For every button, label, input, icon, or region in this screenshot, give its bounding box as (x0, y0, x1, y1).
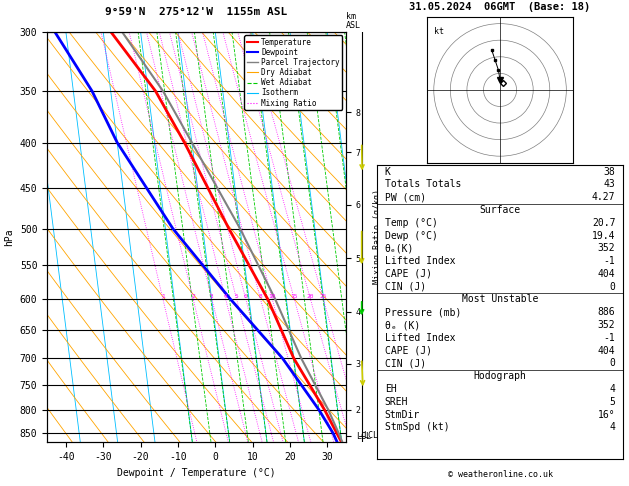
Text: 352: 352 (598, 243, 615, 253)
Text: 4: 4 (610, 422, 615, 433)
Text: Lifted Index: Lifted Index (385, 333, 455, 343)
Text: kt: kt (434, 27, 444, 36)
Text: Totals Totals: Totals Totals (385, 179, 461, 190)
Text: 886: 886 (598, 307, 615, 317)
Text: 6: 6 (244, 294, 248, 299)
Text: 0: 0 (610, 358, 615, 368)
Legend: Temperature, Dewpoint, Parcel Trajectory, Dry Adiabat, Wet Adiabat, Isotherm, Mi: Temperature, Dewpoint, Parcel Trajectory… (245, 35, 342, 110)
Text: 20: 20 (306, 294, 314, 299)
Text: 2: 2 (191, 294, 195, 299)
Text: © weatheronline.co.uk: © weatheronline.co.uk (448, 469, 552, 479)
Text: -1: -1 (604, 333, 615, 343)
Text: km
ASL: km ASL (346, 12, 361, 30)
Text: LCL: LCL (363, 431, 378, 440)
Text: 5: 5 (610, 397, 615, 407)
Text: 404: 404 (598, 346, 615, 356)
Text: 15: 15 (291, 294, 298, 299)
Text: StmSpd (kt): StmSpd (kt) (385, 422, 449, 433)
Text: Hodograph: Hodograph (474, 371, 526, 381)
Text: CAPE (J): CAPE (J) (385, 269, 431, 279)
Text: 31.05.2024  06GMT  (Base: 18): 31.05.2024 06GMT (Base: 18) (409, 2, 591, 12)
Text: CAPE (J): CAPE (J) (385, 346, 431, 356)
Text: Dewp (°C): Dewp (°C) (385, 230, 438, 241)
X-axis label: Dewpoint / Temperature (°C): Dewpoint / Temperature (°C) (117, 468, 276, 478)
Text: EH: EH (385, 384, 396, 394)
Text: CIN (J): CIN (J) (385, 358, 426, 368)
Text: Surface: Surface (479, 205, 521, 215)
Text: 20.7: 20.7 (592, 218, 615, 228)
Text: StmDir: StmDir (385, 410, 420, 419)
Text: K: K (385, 167, 391, 176)
Text: Most Unstable: Most Unstable (462, 295, 538, 304)
Text: 1: 1 (161, 294, 165, 299)
Text: 5: 5 (235, 294, 238, 299)
Text: θₑ(K): θₑ(K) (385, 243, 414, 253)
Text: PW (cm): PW (cm) (385, 192, 426, 202)
Text: Lifted Index: Lifted Index (385, 256, 455, 266)
Text: 4: 4 (610, 384, 615, 394)
Text: -1: -1 (604, 256, 615, 266)
Text: 0: 0 (610, 282, 615, 292)
Text: 9°59'N  275°12'W  1155m ASL: 9°59'N 275°12'W 1155m ASL (106, 7, 287, 17)
Text: 4.27: 4.27 (592, 192, 615, 202)
Text: 3: 3 (210, 294, 214, 299)
Text: 352: 352 (598, 320, 615, 330)
Text: 16°: 16° (598, 410, 615, 419)
Text: 10: 10 (269, 294, 276, 299)
Text: 8: 8 (259, 294, 262, 299)
Y-axis label: Mixing Ratio (g/kg): Mixing Ratio (g/kg) (374, 190, 382, 284)
Text: 404: 404 (598, 269, 615, 279)
Text: CIN (J): CIN (J) (385, 282, 426, 292)
Text: θₑ (K): θₑ (K) (385, 320, 420, 330)
Text: 43: 43 (604, 179, 615, 190)
Text: 4: 4 (224, 294, 228, 299)
Text: 38: 38 (604, 167, 615, 176)
Text: Pressure (mb): Pressure (mb) (385, 307, 461, 317)
Text: 19.4: 19.4 (592, 230, 615, 241)
Text: 25: 25 (320, 294, 327, 299)
Text: Temp (°C): Temp (°C) (385, 218, 438, 228)
Y-axis label: hPa: hPa (4, 228, 14, 246)
Text: SREH: SREH (385, 397, 408, 407)
